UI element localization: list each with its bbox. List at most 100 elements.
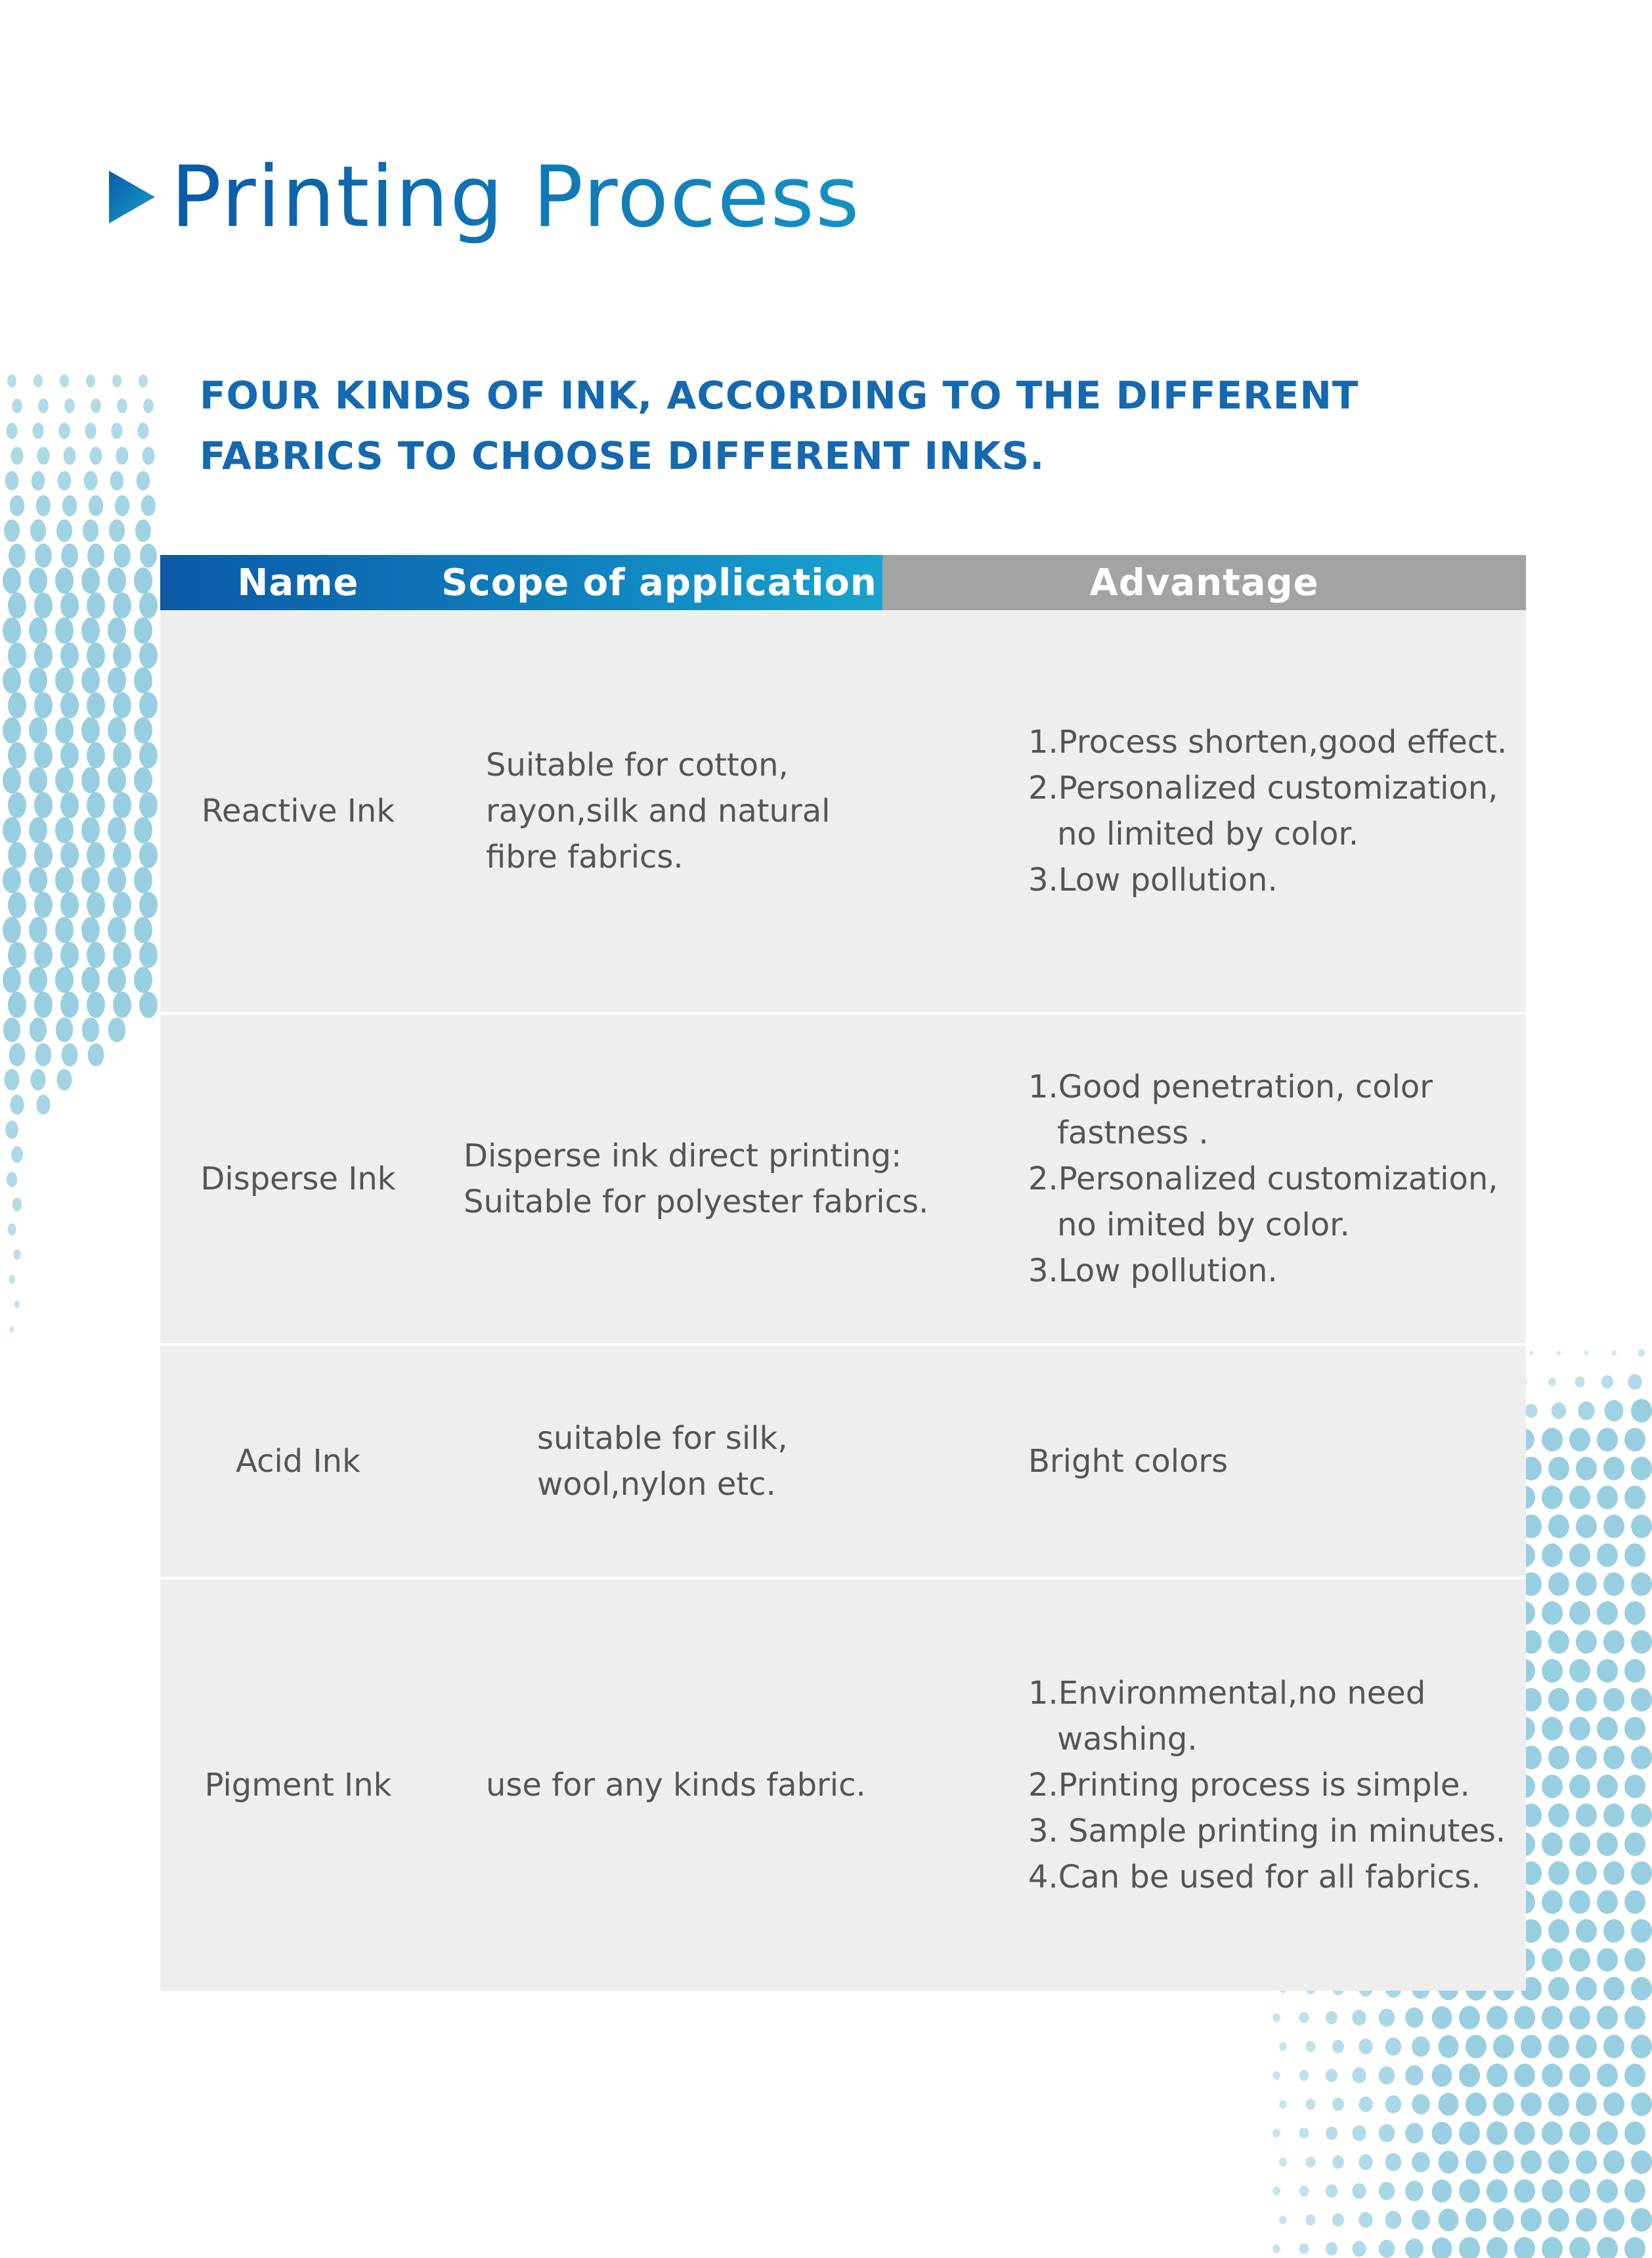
halftone-dot	[114, 495, 130, 516]
halftone-dot	[1576, 1804, 1597, 1827]
halftone-dot	[63, 447, 76, 465]
halftone-dot	[1431, 2237, 1452, 2258]
halftone-dot	[60, 992, 79, 1018]
halftone-dot	[1405, 2181, 1424, 2202]
advantage-line: no imited by color.	[1057, 1206, 1350, 1243]
halftone-dot	[87, 792, 105, 818]
halftone-dot	[1576, 2092, 1597, 2116]
halftone-dot	[113, 792, 131, 818]
halftone-dot	[110, 471, 124, 491]
halftone-dot	[1548, 1630, 1569, 1654]
halftone-dot	[1548, 1919, 1569, 1943]
scope-line: rayon,silk and natural	[486, 793, 831, 830]
halftone-dot	[55, 617, 74, 644]
advantage-line: 3.Low pollution.	[1028, 1252, 1278, 1289]
halftone-dot	[3, 717, 21, 743]
advantage-line: 4.Can be used for all fabrics.	[1028, 1859, 1481, 1895]
halftone-dot	[1332, 2097, 1345, 2112]
halftone-dot	[1624, 2179, 1645, 2203]
halftone-dot	[1576, 1919, 1597, 1943]
halftone-dot	[29, 817, 47, 843]
halftone-dot	[140, 543, 157, 568]
halftone-dot	[1412, 2152, 1430, 2173]
halftone-dot	[1624, 1832, 1645, 1856]
halftone-dot	[56, 1069, 72, 1091]
halftone-dot	[1525, 1404, 1538, 1418]
advantage-line: no limited by color.	[1057, 816, 1359, 852]
halftone-dot	[1576, 1746, 1597, 1769]
halftone-dot	[116, 447, 129, 465]
halftone-dot	[1569, 1601, 1590, 1625]
halftone-dot	[108, 1017, 126, 1042]
play-triangle-icon	[109, 171, 155, 223]
header-blue-band: Name Scope of application	[160, 555, 882, 610]
halftone-dot	[81, 1017, 100, 1042]
halftone-dot	[139, 692, 158, 719]
header-name: Name	[237, 561, 359, 604]
halftone-dot	[9, 1326, 14, 1333]
ink-table: Name Scope of application Advantage Reac…	[160, 555, 1526, 610]
halftone-dot	[1569, 2121, 1590, 2145]
halftone-dot	[1431, 2006, 1452, 2029]
halftone-dot	[1332, 2213, 1345, 2227]
halftone-dot	[1624, 1601, 1645, 1625]
halftone-dot	[57, 471, 72, 491]
table-header: Name Scope of application Advantage	[160, 555, 1526, 610]
halftone-dot	[1279, 2100, 1287, 2109]
subtitle-line: FOUR KINDS OF INK, ACCORDING TO THE DIFF…	[200, 373, 1359, 418]
halftone-dot	[38, 398, 49, 414]
halftone-dot	[1631, 1457, 1652, 1480]
halftone-dot	[1325, 2184, 1338, 2198]
halftone-dot	[1548, 1515, 1569, 1538]
halftone-dot	[139, 792, 158, 818]
halftone-dot	[1576, 1688, 1597, 1712]
halftone-dot	[1405, 2065, 1424, 2086]
halftone-dot	[1385, 2095, 1402, 2114]
halftone-dot	[1631, 2208, 1652, 2232]
halftone-dot	[1332, 2039, 1345, 2054]
halftone-dot	[1431, 2064, 1452, 2087]
table-body: Reactive Ink Suitable for cotton, rayon,…	[160, 610, 1526, 1991]
table-row: Disperse Ink Disperse ink direct printin…	[160, 1012, 1526, 1343]
advantage-cell: 1.Process shorten,good effect. 2.Persona…	[882, 610, 1526, 1012]
halftone-dot	[60, 742, 79, 768]
halftone-dot	[87, 842, 105, 868]
halftone-dot	[1603, 1746, 1624, 1769]
halftone-dot	[1412, 2209, 1430, 2230]
halftone-dot	[1631, 2150, 1652, 2174]
halftone-dot	[1569, 2179, 1590, 2203]
halftone-dot	[1569, 2006, 1590, 2029]
halftone-dot	[81, 917, 100, 943]
halftone-dot	[1578, 1401, 1595, 1421]
halftone-dot	[1575, 1376, 1585, 1388]
halftone-dot	[1576, 2150, 1597, 2174]
halftone-dot	[3, 617, 21, 644]
halftone-dot	[1378, 2182, 1395, 2200]
halftone-dot	[1631, 1399, 1652, 1423]
halftone-dot	[113, 842, 131, 868]
halftone-dot	[111, 422, 123, 439]
halftone-dot	[9, 1275, 15, 1284]
halftone-dot	[1514, 2064, 1535, 2087]
halftone-dot	[37, 447, 50, 465]
halftone-dot	[55, 667, 74, 694]
halftone-dot	[1631, 1977, 1652, 2001]
halftone-dot	[58, 422, 70, 439]
halftone-dot	[1514, 2006, 1535, 2029]
halftone-dot	[1569, 1832, 1590, 1856]
halftone-dot	[10, 1094, 24, 1115]
halftone-dot	[1352, 2241, 1366, 2257]
halftone-dot	[1466, 2035, 1487, 2058]
halftone-dot	[3, 667, 21, 694]
halftone-dot	[1603, 1630, 1624, 1654]
halftone-dot	[1272, 2129, 1280, 2138]
halftone-dot	[108, 717, 126, 743]
halftone-dot	[9, 543, 26, 568]
halftone-dot	[1279, 2042, 1287, 2051]
halftone-dot	[1548, 1457, 1569, 1480]
halftone-dot	[1412, 2094, 1430, 2115]
halftone-dot	[81, 817, 100, 843]
halftone-dot	[1438, 2035, 1459, 2058]
halftone-dot	[55, 567, 74, 594]
halftone-dot	[139, 892, 158, 918]
